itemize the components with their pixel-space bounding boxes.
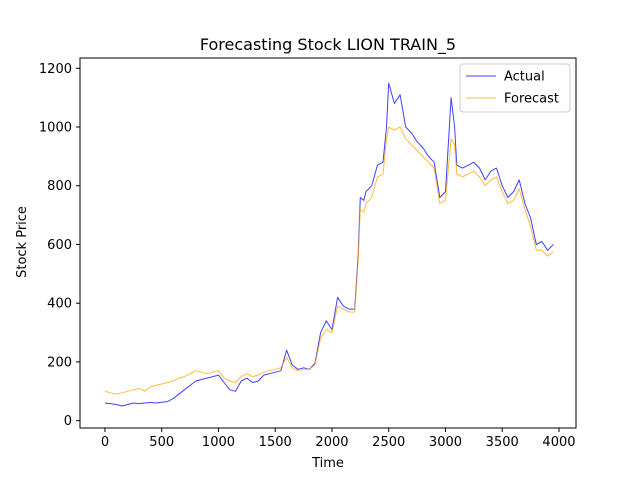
x-axis-title: Time bbox=[311, 456, 344, 471]
y-tick-label: 800 bbox=[47, 179, 72, 194]
y-axis-title: Stock Price bbox=[15, 206, 30, 278]
legend-label-0: Actual bbox=[504, 70, 545, 85]
x-tick-label: 2000 bbox=[315, 435, 348, 450]
x-tick-label: 1000 bbox=[202, 435, 235, 450]
y-tick-label: 1200 bbox=[39, 62, 72, 77]
plot-frame bbox=[79, 57, 577, 429]
series-line-1 bbox=[104, 126, 554, 395]
x-tick-label: 2500 bbox=[372, 435, 405, 450]
series-line-0 bbox=[104, 82, 554, 407]
plot-area bbox=[104, 82, 554, 407]
legend-label-1: Forecast bbox=[504, 92, 559, 107]
y-tick-label: 400 bbox=[47, 297, 72, 312]
y-tick-label: 1000 bbox=[39, 121, 72, 136]
x-tick-label: 1500 bbox=[259, 435, 292, 450]
y-tick-label: 0 bbox=[64, 414, 72, 429]
axes: 0 500 1000 1500 2000 2500 3000 3500 4000 0 200 400 6… bbox=[39, 57, 577, 450]
x-tick-label: 3500 bbox=[486, 435, 519, 450]
x-tick-label: 3000 bbox=[429, 435, 462, 450]
x-tick-label: 500 bbox=[149, 435, 174, 450]
y-tick-label: 600 bbox=[47, 238, 72, 253]
chart-title: Forecasting Stock LION TRAIN_5 bbox=[200, 35, 456, 55]
x-tick-label: 4000 bbox=[542, 435, 575, 450]
x-tick-label: 0 bbox=[101, 435, 109, 450]
y-tick-label: 200 bbox=[47, 355, 72, 370]
legend: Actual Forecast bbox=[459, 63, 571, 113]
